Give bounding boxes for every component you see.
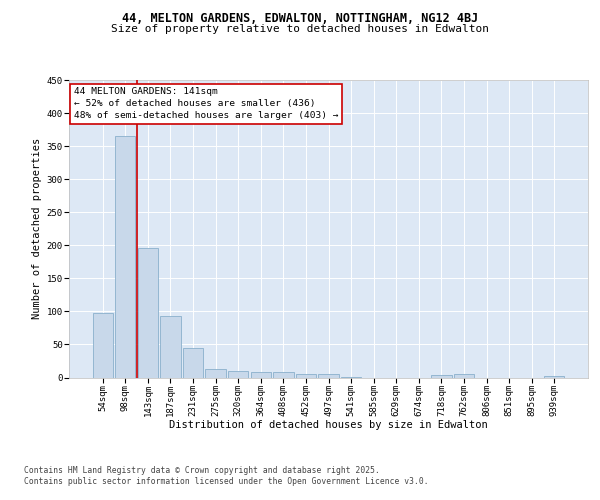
Text: 44, MELTON GARDENS, EDWALTON, NOTTINGHAM, NG12 4BJ: 44, MELTON GARDENS, EDWALTON, NOTTINGHAM… — [122, 12, 478, 26]
Bar — [341, 377, 361, 378]
Bar — [138, 248, 158, 378]
Bar — [228, 371, 248, 378]
Bar — [273, 372, 293, 378]
Bar — [296, 374, 316, 378]
Bar — [205, 369, 226, 378]
Bar — [160, 316, 181, 378]
Text: Contains HM Land Registry data © Crown copyright and database right 2025.: Contains HM Land Registry data © Crown c… — [24, 466, 380, 475]
Bar — [319, 374, 338, 378]
Bar — [454, 374, 474, 378]
Bar — [183, 348, 203, 378]
Text: Size of property relative to detached houses in Edwalton: Size of property relative to detached ho… — [111, 24, 489, 34]
Bar — [115, 136, 136, 378]
X-axis label: Distribution of detached houses by size in Edwalton: Distribution of detached houses by size … — [169, 420, 488, 430]
Bar — [251, 372, 271, 378]
Text: Contains public sector information licensed under the Open Government Licence v3: Contains public sector information licen… — [24, 477, 428, 486]
Bar — [431, 375, 452, 378]
Text: 44 MELTON GARDENS: 141sqm
← 52% of detached houses are smaller (436)
48% of semi: 44 MELTON GARDENS: 141sqm ← 52% of detac… — [74, 88, 338, 120]
Bar — [544, 376, 565, 378]
Bar — [92, 314, 113, 378]
Y-axis label: Number of detached properties: Number of detached properties — [32, 138, 43, 320]
